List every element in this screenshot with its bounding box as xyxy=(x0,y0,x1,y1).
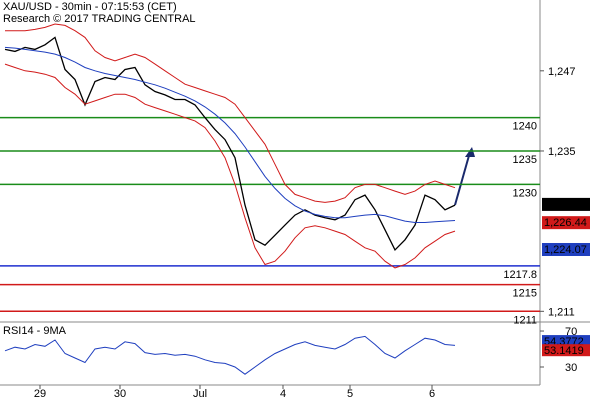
arrow xyxy=(454,151,471,206)
rsi-tag-label: 53.1419 xyxy=(544,345,584,357)
chart-subtitle: Research © 2017 TRADING CENTRAL xyxy=(3,13,196,25)
x-tick-label: Jul xyxy=(193,388,207,400)
x-tick-label: 4 xyxy=(280,388,286,400)
rsi-title: RSI14 - 9MA xyxy=(3,325,67,337)
rsi-tick-label: 30 xyxy=(565,362,577,374)
chart-title: XAU/USD - 30min - 07:15:53 (CET) xyxy=(3,1,177,13)
y-tick-label: 1,211 xyxy=(548,306,575,318)
rsi-tick-label: 70 xyxy=(565,326,577,338)
price-tag-label: 1,226.63 xyxy=(544,199,587,211)
price-tag xyxy=(542,216,590,230)
x-tick-label: 30 xyxy=(114,388,126,400)
price-tag-label: 1,226.44 xyxy=(544,217,587,229)
level-label: 1211 xyxy=(513,314,537,326)
x-tick-label: 29 xyxy=(34,388,46,400)
price-line xyxy=(4,63,456,269)
price-tag xyxy=(542,197,590,211)
arrow-head xyxy=(465,147,475,157)
price-line xyxy=(5,23,456,203)
level-label: 1235 xyxy=(513,154,537,166)
rsi-tag xyxy=(542,335,590,348)
price-tag-label: 1,224.07 xyxy=(544,244,587,256)
price-line xyxy=(4,36,456,252)
level-label: 1230 xyxy=(513,187,537,199)
x-tick-label: 5 xyxy=(347,388,353,400)
rsi-tag xyxy=(542,344,590,357)
rsi-line xyxy=(4,335,456,375)
price-tag xyxy=(542,242,590,256)
y-tick-label: 1,247 xyxy=(548,66,576,78)
level-label: 1217.8 xyxy=(503,269,537,281)
level-label: 1240 xyxy=(513,121,537,133)
price-line xyxy=(4,46,456,223)
x-tick-label: 6 xyxy=(429,388,435,400)
level-label: 1215 xyxy=(513,288,537,300)
y-tick-label: 1,235 xyxy=(548,146,576,158)
